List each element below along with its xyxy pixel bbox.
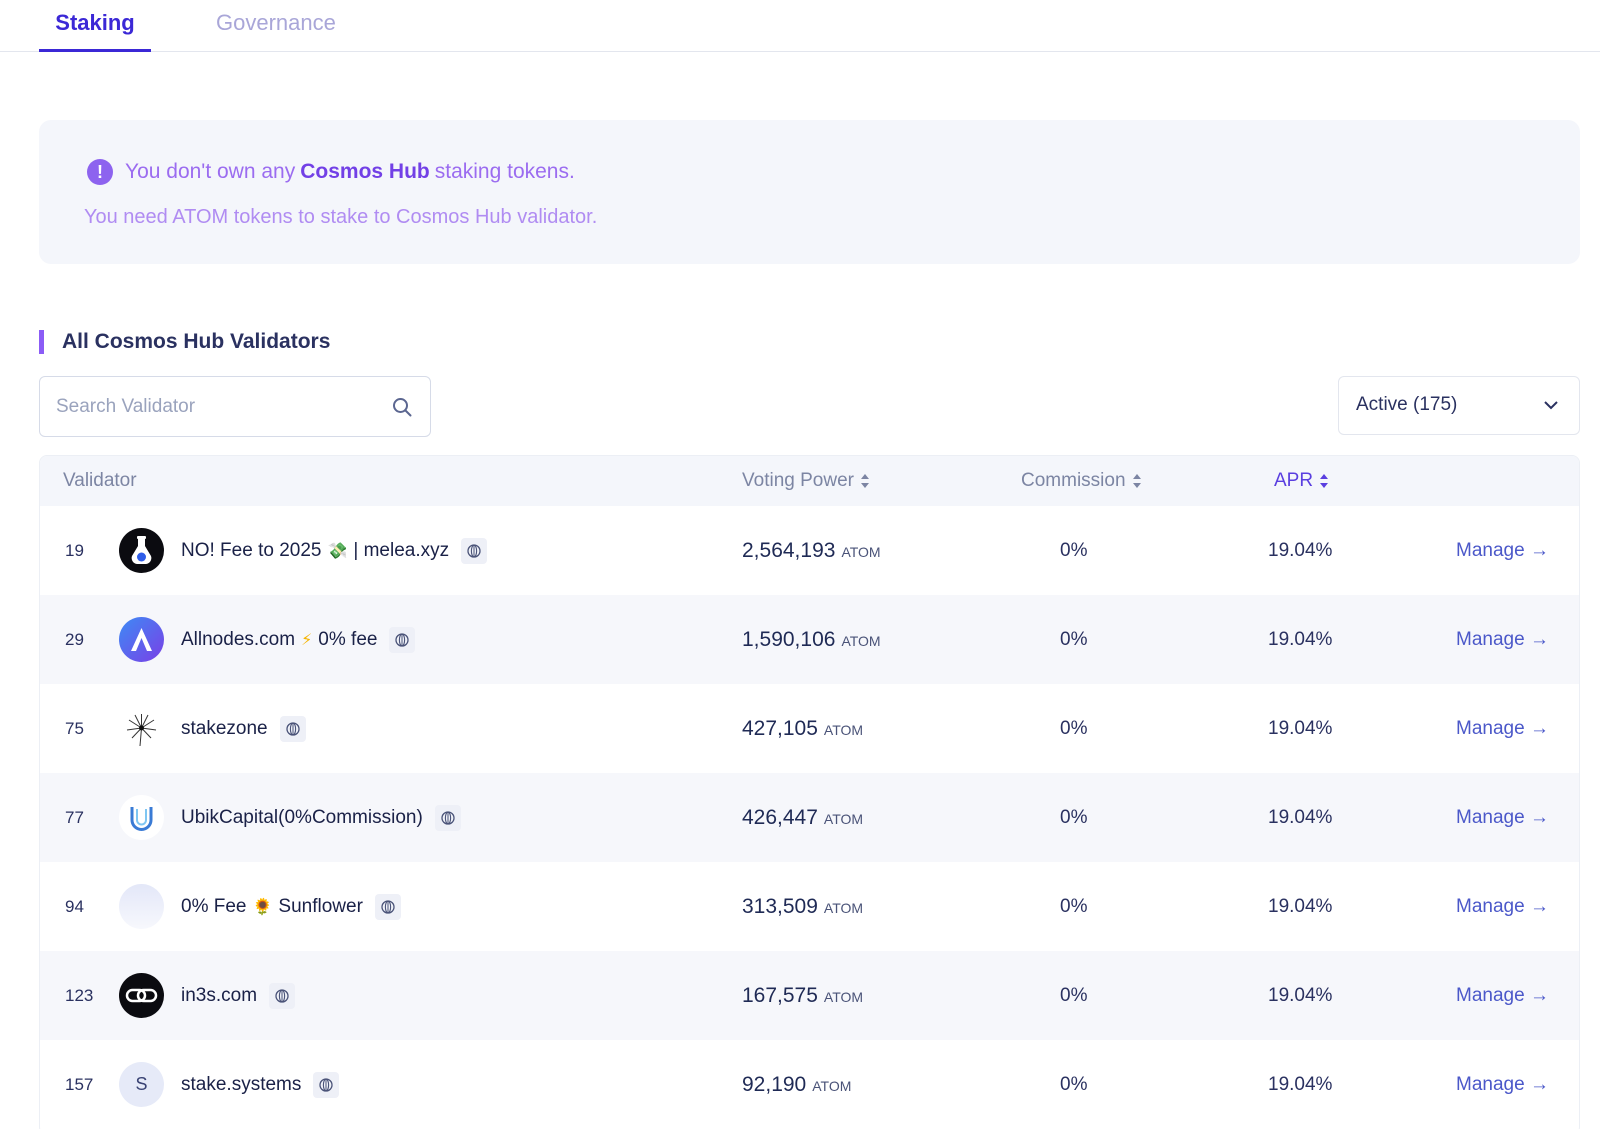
manage-link[interactable]: Manage → [1456,1074,1549,1095]
globe-icon[interactable] [279,715,306,742]
manage-link[interactable]: Manage → [1456,896,1549,917]
status-select-value: Active (175) [1356,394,1458,415]
search-box [39,376,431,437]
validators-section-title: All Cosmos Hub Validators [39,328,330,356]
sort-icon [860,473,870,489]
table-row: 123 in3s.com 167,575 ATOM 0% 19.04% Manag… [40,951,1579,1040]
tab-bar: Staking Governance [0,0,1600,52]
apr-value: 19.04% [1268,896,1333,917]
globe-icon[interactable] [434,804,461,831]
validator-name[interactable]: NO! Fee to 2025 💸 | melea.xyz [181,506,488,595]
validator-rank: 77 [65,808,84,827]
validator-status-select[interactable]: Active (175) [1338,376,1580,435]
globe-icon[interactable] [389,626,416,653]
validator-avatar [119,617,164,662]
alert-text-post: staking tokens. [434,160,575,183]
voting-power: 2,564,193 ATOM [742,539,881,562]
manage-link[interactable]: Manage → [1456,629,1549,650]
commission-value: 0% [1060,629,1088,650]
validator-name[interactable]: stake.systems [181,1040,340,1129]
commission-value: 0% [1060,896,1088,917]
validator-rank: 123 [65,986,94,1005]
validator-rank: 19 [65,541,84,560]
table-row: 77 UbikCapital(0%Commission) 426,447 ATOM… [40,773,1579,862]
apr-value: 19.04% [1268,1074,1333,1095]
commission-value: 0% [1060,807,1088,828]
validator-avatar [119,973,164,1018]
apr-value: 19.04% [1268,718,1333,739]
alert-text-pre: You don't own any [125,160,296,183]
table-row: 75 stakezone 427,105 ATOM 0% 19.04% Manag… [40,684,1579,773]
validator-name[interactable]: in3s.com [181,951,296,1040]
header-apr[interactable]: APR [1274,456,1329,506]
validator-avatar [119,884,164,929]
manage-link[interactable]: Manage → [1456,985,1549,1006]
validator-rank: 157 [65,1075,94,1094]
allnodes-logo-icon [131,628,152,651]
ubik-logo-icon [130,807,153,831]
table-row: 94 0% Fee 🌻 Sunflower 313,509 ATOM 0% 19.… [40,862,1579,951]
search-input[interactable] [56,377,376,436]
globe-icon[interactable] [461,537,488,564]
chevron-down-icon [1544,401,1558,410]
sort-icon [1320,473,1329,489]
section-accent-bar [39,330,44,354]
dandelion-logo-icon [126,714,157,747]
voting-power: 427,105 ATOM [742,717,864,740]
table-row: 19 NO! Fee to 2025 💸 | melea.xyz 2,564,1… [40,506,1579,595]
voting-power: 92,190 ATOM [742,1073,852,1096]
header-commission[interactable]: Commission [1021,456,1142,506]
apr-value: 19.04% [1268,985,1333,1006]
tab-staking[interactable]: Staking [39,0,151,52]
section-title-text: All Cosmos Hub Validators [62,330,331,353]
manage-link[interactable]: Manage → [1456,540,1549,561]
validator-avatar [119,706,164,751]
no-tokens-alert: ! You don't own any Cosmos Hub staking t… [39,120,1580,264]
validator-name[interactable]: 0% Fee 🌻 Sunflower [181,862,401,951]
globe-icon[interactable] [269,982,296,1009]
chain-link-logo-icon [125,988,158,1003]
validators-table: Validator Voting Power Commission APR 19… [39,455,1580,1129]
validator-name[interactable]: stakezone [181,684,306,773]
alert-message: ! You don't own any Cosmos Hub staking t… [87,156,575,188]
validator-rank: 75 [65,719,84,738]
alert-chain-name: Cosmos Hub [300,160,430,183]
globe-icon[interactable] [374,893,401,920]
apr-value: 19.04% [1268,540,1333,561]
exclamation-circle-icon: ! [87,159,113,185]
voting-power: 426,447 ATOM [742,806,864,829]
voting-power: 313,509 ATOM [742,895,864,918]
validator-avatar [119,528,164,573]
commission-value: 0% [1060,540,1088,561]
voting-power: 1,590,106 ATOM [742,628,881,651]
sort-icon [1132,473,1142,489]
commission-value: 0% [1060,985,1088,1006]
apr-value: 19.04% [1268,629,1333,650]
header-validator: Validator [63,470,137,491]
validator-rank: 94 [65,897,84,916]
header-voting-power[interactable]: Voting Power [742,456,870,506]
alert-subtext: You need ATOM tokens to stake to Cosmos … [84,206,598,228]
flask-logo-icon [131,536,152,564]
commission-value: 0% [1060,718,1088,739]
manage-link[interactable]: Manage → [1456,807,1549,828]
manage-link[interactable]: Manage → [1456,718,1549,739]
search-icon[interactable] [392,397,412,417]
tab-governance[interactable]: Governance [216,10,336,35]
apr-value: 19.04% [1268,807,1333,828]
validator-rank: 29 [65,630,84,649]
voting-power: 167,575 ATOM [742,984,864,1007]
table-row: 157 S stake.systems 92,190 ATOM 0% 19.04%… [40,1040,1579,1129]
globe-icon[interactable] [313,1071,340,1098]
commission-value: 0% [1060,1074,1088,1095]
validator-name[interactable]: UbikCapital(0%Commission) [181,773,461,862]
validator-name[interactable]: Allnodes.com ⚡ 0% fee [181,595,416,684]
validator-avatar: S [119,1062,164,1107]
table-header: Validator Voting Power Commission APR [40,456,1579,506]
validator-avatar [119,795,164,840]
table-row: 29 Allnodes.com ⚡ 0% fee 1,590,106 ATOM 0… [40,595,1579,684]
